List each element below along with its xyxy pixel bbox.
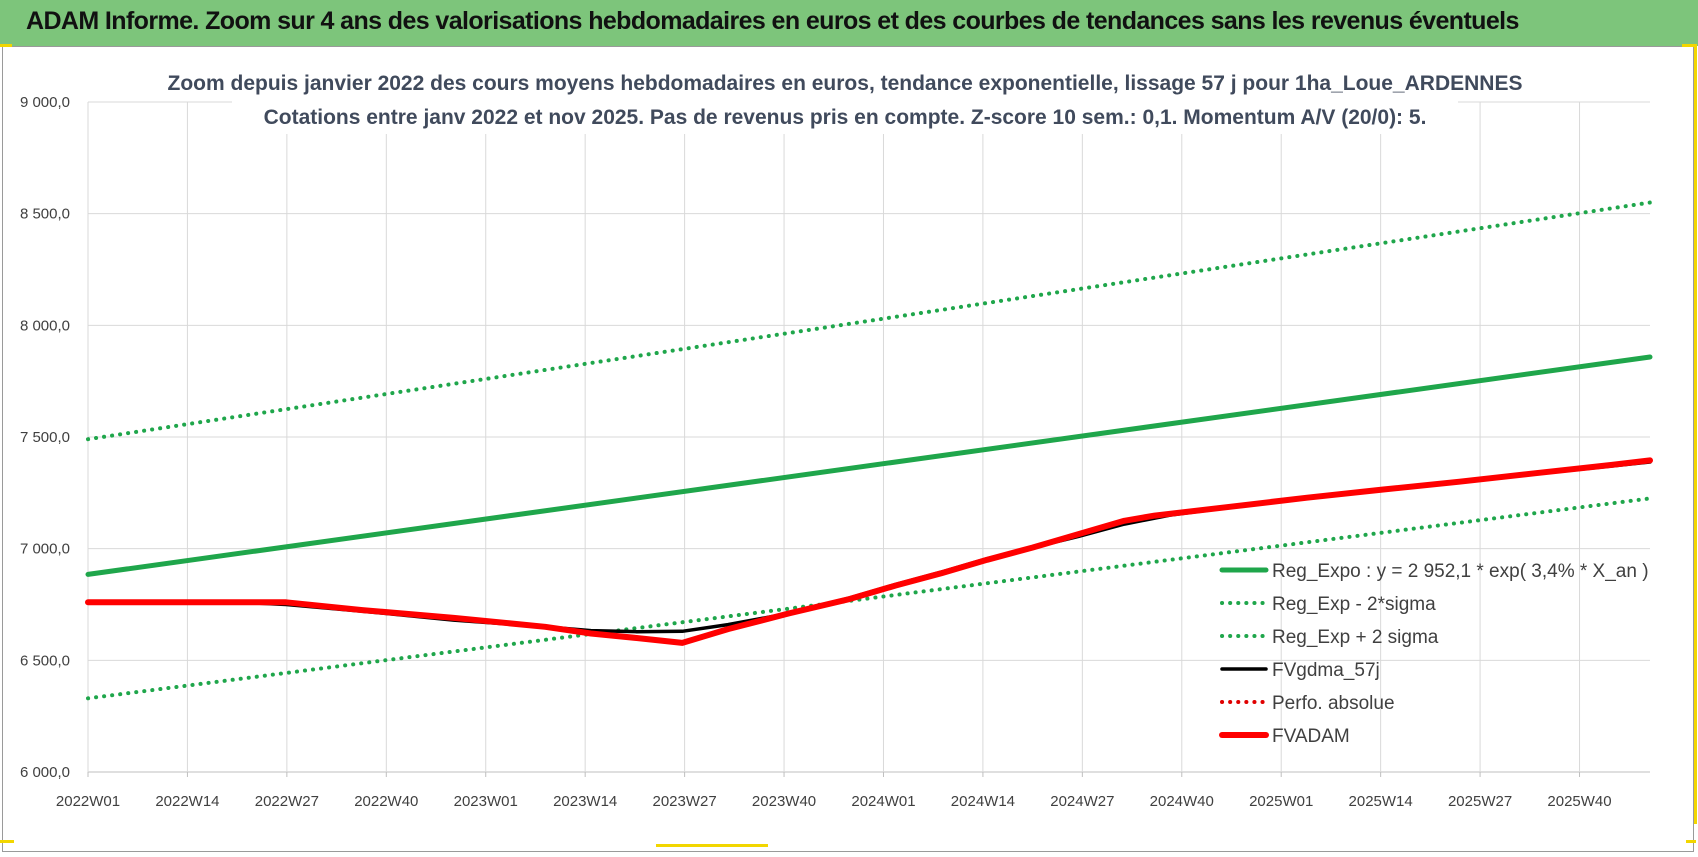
x-tick-label: 2023W40	[752, 793, 816, 810]
x-tick-label: 2022W27	[255, 793, 319, 810]
corner-mark-right	[1682, 44, 1696, 47]
x-tick-label: 2025W40	[1547, 793, 1611, 810]
x-tick-label: 2022W40	[354, 793, 418, 810]
corner-mark-left	[0, 44, 12, 47]
legend-label: Perfo. absolue	[1272, 693, 1395, 714]
legend-label: FVADAM	[1272, 726, 1350, 747]
y-axis: 6 000,0 6 500,0 7 000,0 7 500,0 8 000,0 8 500…	[20, 94, 70, 781]
legend-label: FVgdma_57j	[1272, 660, 1380, 681]
corner-mark-bottom-right	[1686, 840, 1696, 843]
y-tick-label: 6 000,0	[20, 764, 70, 781]
series-layer	[85, 200, 1653, 701]
legend: Reg_Expo : y = 2 952,1 * exp( 3,4% * X_a…	[1219, 561, 1649, 747]
corner-mark-bottom-left	[0, 840, 14, 843]
y-tick-label: 9 000,0	[20, 94, 70, 111]
series-line-3	[86, 200, 1652, 442]
x-tick-label: 2023W27	[652, 793, 716, 810]
series-line-6	[85, 457, 1653, 646]
y-tick-label: 7 000,0	[20, 541, 70, 558]
x-tick-label: 2023W01	[454, 793, 518, 810]
x-tick-label: 2024W27	[1050, 793, 1114, 810]
x-tick-label: 2022W14	[155, 793, 219, 810]
legend-label: Reg_Exp + 2 sigma	[1272, 627, 1439, 648]
x-tick-label: 2023W14	[553, 793, 617, 810]
subtitle-background	[232, 64, 1458, 134]
legend-label: Reg_Exp - 2*sigma	[1272, 594, 1436, 615]
x-tick-label: 2024W14	[951, 793, 1015, 810]
corner-mark-bottom-mid	[656, 844, 768, 847]
x-tick-label: 2022W01	[56, 793, 120, 810]
chart-subtitle-line-2: Cotations entre janv 2022 et nov 2025. P…	[264, 106, 1427, 129]
series-line-1	[85, 354, 1653, 577]
y-tick-label: 7 500,0	[20, 429, 70, 446]
x-tick-label: 2025W14	[1349, 793, 1413, 810]
x-tick-label: 2025W27	[1448, 793, 1512, 810]
chart-frame	[2, 46, 1694, 852]
header-banner: ADAM Informe. Zoom sur 4 ans des valoris…	[0, 0, 1698, 46]
legend-label: Reg_Expo : y = 2 952,1 * exp( 3,4% * X_a…	[1272, 561, 1649, 582]
y-tick-label: 6 500,0	[20, 652, 70, 669]
y-tick-label: 8 500,0	[20, 206, 70, 223]
chart-subtitle-line-1: Zoom depuis janvier 2022 des cours moyen…	[168, 72, 1523, 95]
banner-title: ADAM Informe. Zoom sur 4 ans des valoris…	[26, 7, 1519, 35]
x-tick-label: 2024W40	[1150, 793, 1214, 810]
x-tick-label: 2025W01	[1249, 793, 1313, 810]
grid	[87, 101, 1650, 777]
x-tick-label: 2024W01	[851, 793, 915, 810]
x-axis: 2022W01 2022W14 2022W27 2022W40 2023W01 2023W…	[56, 793, 1612, 810]
y-tick-label: 8 000,0	[20, 317, 70, 334]
series-line-2	[86, 496, 1652, 701]
corner-mark-right-side	[1694, 44, 1697, 824]
